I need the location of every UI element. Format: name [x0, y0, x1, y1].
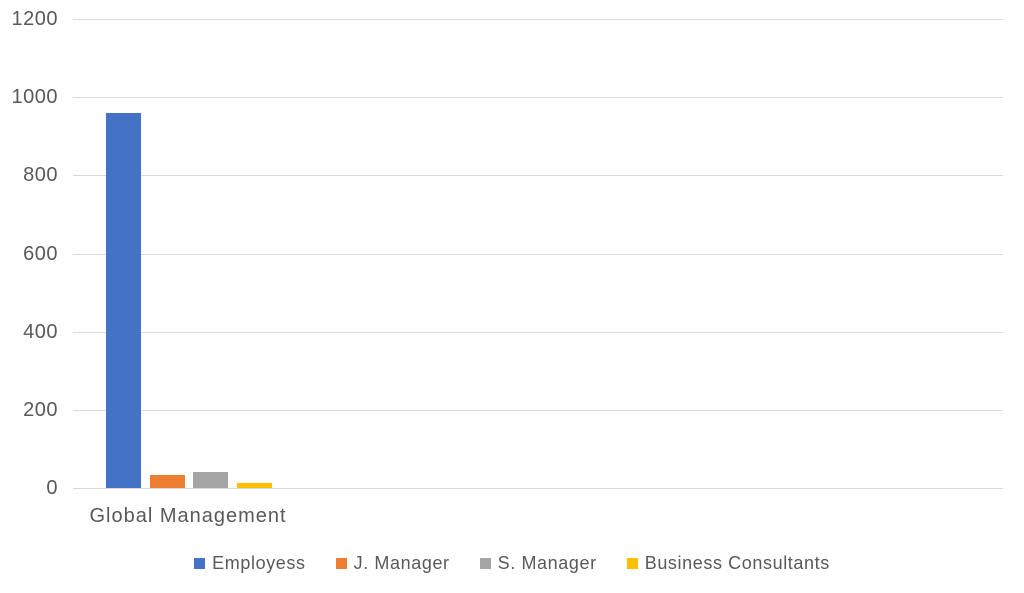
gridline-1200: [73, 19, 1003, 20]
legend: Employess J. Manager S. Manager Business Co…: [0, 553, 1024, 574]
gridline-800: [73, 175, 1003, 177]
legend-swatch-icon: [194, 558, 206, 569]
y-tick-label-200: 200: [23, 398, 58, 421]
gridline-1000: [73, 97, 1003, 99]
y-tick-label-600: 600: [23, 242, 58, 265]
legend-swatch-icon: [626, 558, 638, 569]
plot-area: [73, 19, 1003, 489]
gridline-400: [73, 331, 1003, 333]
legend-item-employess: Employess: [194, 553, 305, 574]
legend-label: J. Manager: [353, 553, 450, 573]
bar-s-manager: [193, 472, 228, 488]
legend-item-business-consultants: Business Consultants: [626, 553, 830, 574]
gridline-600: [73, 253, 1003, 255]
legend-swatch-icon: [479, 558, 491, 569]
y-tick-label-0: 0: [46, 477, 58, 499]
legend-item-j-manager: J. Manager: [335, 553, 450, 574]
legend-item-s-manager: S. Manager: [479, 553, 597, 574]
legend-label: S. Manager: [497, 553, 597, 573]
y-tick-label-1200: 1200: [11, 8, 58, 30]
bar-j-manager: [150, 475, 185, 488]
gridline-200: [73, 409, 1003, 411]
bar-employess: [106, 112, 141, 488]
legend-label: Business Consultants: [644, 553, 830, 573]
legend-label: Employess: [212, 553, 306, 573]
x-axis-category-label: Global Management: [89, 505, 287, 527]
gridline-0: [73, 488, 1003, 489]
y-tick-label-800: 800: [23, 164, 58, 187]
bar-business-consultants: [237, 483, 272, 488]
y-tick-label-400: 400: [23, 320, 58, 343]
y-tick-label-1000: 1000: [11, 86, 58, 109]
legend-swatch-icon: [335, 558, 347, 569]
